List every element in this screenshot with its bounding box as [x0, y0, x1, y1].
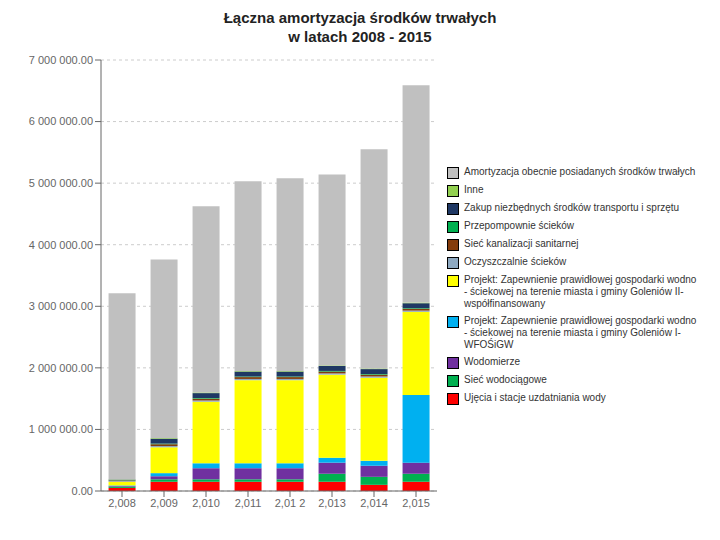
html-text:Projekt: Zapewnienie prawidłow: Projekt: Zapewnienie prawidłowej gospoda…: [464, 315, 697, 350]
svg-text:6 000 000.00: 6 000 000.00: [29, 115, 93, 127]
svg-text:2,008: 2,008: [108, 497, 136, 509]
html-text:Ujęcia i stacje uzdatniania wo: Ujęcia i stacje uzdatniania wody: [464, 392, 606, 403]
svg-text:2,01 2: 2,01 2: [275, 497, 306, 509]
svg-text:1 000 000.00: 1 000 000.00: [29, 423, 93, 435]
html-text:Inne: Inne: [464, 184, 484, 195]
svg-text:2,013: 2,013: [318, 497, 346, 509]
svg-text:5 000 000.00: 5 000 000.00: [29, 177, 93, 189]
html-text:Amortyzacja obecnie posiadanyc: Amortyzacja obecnie posiadanych środków …: [464, 166, 696, 177]
html-text:Zakup niezbędnych środków tran: Zakup niezbędnych środków transportu i s…: [464, 202, 680, 213]
svg-text:2,010: 2,010: [192, 497, 220, 509]
html-text:Przepompownie ścieków: Przepompownie ścieków: [464, 220, 575, 231]
svg-text:2,011: 2,011: [235, 497, 262, 509]
svg-text:2,014: 2,014: [360, 497, 388, 509]
svg-text:0.00: 0.00: [72, 485, 93, 497]
svg-text:2,009: 2,009: [150, 497, 178, 509]
svg-text:4 000 000.00: 4 000 000.00: [29, 239, 93, 251]
svg-text:2 000 000.00: 2 000 000.00: [29, 362, 93, 374]
html-text:Oczyszczalnie ścieków: Oczyszczalnie ścieków: [464, 256, 567, 267]
svg-text:7 000 000.00: 7 000 000.00: [29, 54, 93, 66]
html-text:Sieć wodociągowe: Sieć wodociągowe: [464, 374, 547, 385]
html-text:Wodomierze: Wodomierze: [464, 356, 520, 367]
svg-text:2,015: 2,015: [402, 497, 430, 509]
html-text:Sieć kanalizacji sanitarnej: Sieć kanalizacji sanitarnej: [464, 238, 579, 249]
svg-text:3 000 000.00: 3 000 000.00: [29, 300, 93, 312]
html-text:Łączna amortyzacja środków trw: Łączna amortyzacja środków trwałych w la…: [223, 9, 497, 45]
html-text:Projekt: Zapewnienie prawidłow: Projekt: Zapewnienie prawidłowej gospoda…: [464, 274, 697, 309]
